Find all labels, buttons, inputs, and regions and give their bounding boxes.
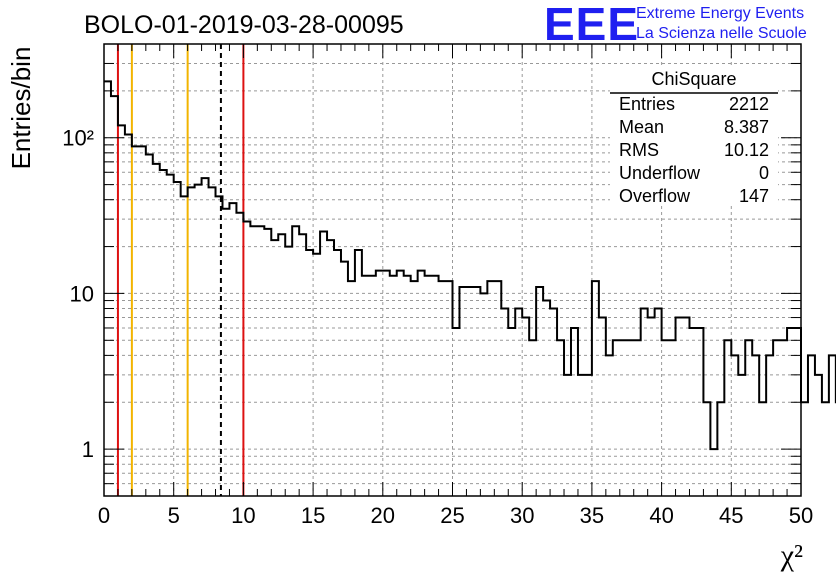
x-tick-label: 15 (301, 503, 325, 528)
eee-logo: EEE (544, 0, 640, 50)
x-tick-label: 0 (98, 503, 110, 528)
stats-value: 0 (759, 163, 769, 183)
stats-value: 147 (739, 186, 769, 206)
stats-label: Mean (619, 117, 664, 137)
stats-value: 10.12 (724, 140, 769, 160)
x-tick-label: 35 (580, 503, 604, 528)
eee-line-1: Extreme Energy Events (636, 5, 805, 22)
stats-label: RMS (619, 140, 659, 160)
stats-value: 2212 (729, 94, 769, 114)
y-tick-label: 10 (70, 281, 94, 306)
x-tick-label: 25 (440, 503, 464, 528)
stats-box (610, 66, 778, 206)
stats-label: Overflow (619, 186, 691, 206)
histogram-steps (104, 80, 836, 451)
x-tick-label: 20 (371, 503, 395, 528)
y-tick-label: 1 (82, 437, 94, 462)
y-axis-title: Entries/bin (6, 47, 36, 170)
x-tick-label: 30 (510, 503, 534, 528)
stats-value: 8.387 (724, 117, 769, 137)
y-tick-label: 10² (62, 126, 94, 151)
stats-label: Entries (619, 94, 675, 114)
x-tick-label: 50 (789, 503, 813, 528)
x-tick-label: 40 (649, 503, 673, 528)
stats-label: Underflow (619, 163, 701, 183)
x-tick-label: 45 (719, 503, 743, 528)
x-tick-label: 5 (168, 503, 180, 528)
x-tick-label: 10 (231, 503, 255, 528)
eee-line-2: La Scienza nelle Scuole (636, 25, 807, 42)
chart-title: BOLO-01-2019-03-28-00095 (84, 11, 404, 39)
x-axis-title: χ² (780, 539, 803, 572)
stats-title: ChiSquare (651, 69, 736, 89)
